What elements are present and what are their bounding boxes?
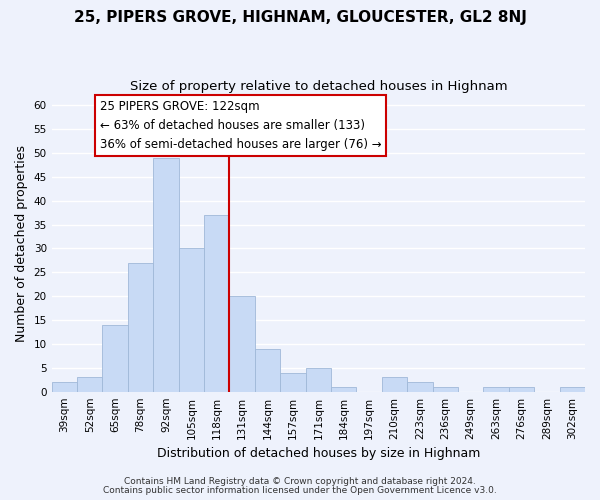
Bar: [560, 387, 585, 392]
Bar: [229, 296, 255, 392]
Bar: [407, 382, 433, 392]
Bar: [305, 368, 331, 392]
Bar: [280, 372, 305, 392]
Y-axis label: Number of detached properties: Number of detached properties: [15, 145, 28, 342]
Bar: [77, 378, 103, 392]
Title: Size of property relative to detached houses in Highnam: Size of property relative to detached ho…: [130, 80, 507, 93]
Text: Contains public sector information licensed under the Open Government Licence v3: Contains public sector information licen…: [103, 486, 497, 495]
Text: 25, PIPERS GROVE, HIGHNAM, GLOUCESTER, GL2 8NJ: 25, PIPERS GROVE, HIGHNAM, GLOUCESTER, G…: [74, 10, 526, 25]
Bar: [331, 387, 356, 392]
Bar: [382, 378, 407, 392]
Bar: [433, 387, 458, 392]
Bar: [255, 348, 280, 392]
Bar: [484, 387, 509, 392]
X-axis label: Distribution of detached houses by size in Highnam: Distribution of detached houses by size …: [157, 447, 480, 460]
Bar: [128, 262, 153, 392]
Bar: [153, 158, 179, 392]
Bar: [179, 248, 204, 392]
Text: 25 PIPERS GROVE: 122sqm
← 63% of detached houses are smaller (133)
36% of semi-d: 25 PIPERS GROVE: 122sqm ← 63% of detache…: [100, 100, 381, 151]
Bar: [509, 387, 534, 392]
Text: Contains HM Land Registry data © Crown copyright and database right 2024.: Contains HM Land Registry data © Crown c…: [124, 477, 476, 486]
Bar: [204, 215, 229, 392]
Bar: [52, 382, 77, 392]
Bar: [103, 325, 128, 392]
